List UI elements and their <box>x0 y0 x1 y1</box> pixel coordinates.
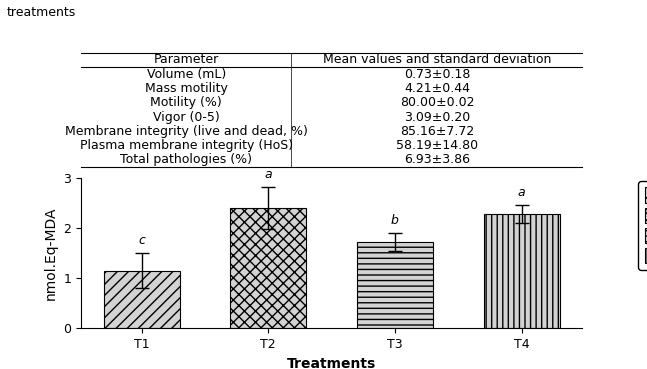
Text: 3.09±0.20: 3.09±0.20 <box>404 111 470 124</box>
Bar <box>104 271 180 328</box>
Text: Mass motility: Mass motility <box>145 82 228 95</box>
Text: Motility (%): Motility (%) <box>150 96 222 109</box>
Text: a: a <box>518 186 525 199</box>
X-axis label: Treatments: Treatments <box>287 357 376 369</box>
Text: Mean values and standard deviation: Mean values and standard deviation <box>323 54 551 66</box>
Text: Membrane integrity (live and dead, %): Membrane integrity (live and dead, %) <box>65 125 307 138</box>
Text: 80.00±0.02: 80.00±0.02 <box>400 96 474 109</box>
Text: a: a <box>265 168 272 181</box>
Text: 4.21±0.44: 4.21±0.44 <box>404 82 470 95</box>
Text: Plasma membrane integrity (HoS): Plasma membrane integrity (HoS) <box>80 139 292 152</box>
Bar <box>357 242 433 328</box>
Text: Parameter: Parameter <box>153 54 219 66</box>
Text: 6.93±3.86: 6.93±3.86 <box>404 153 470 166</box>
Text: 85.16±7.72: 85.16±7.72 <box>400 125 474 138</box>
Bar <box>483 214 560 328</box>
Text: b: b <box>391 214 399 227</box>
Text: treatments: treatments <box>6 6 76 18</box>
Text: 0.73±0.18: 0.73±0.18 <box>404 68 470 81</box>
Text: 58.19±14.80: 58.19±14.80 <box>396 139 478 152</box>
Legend: T1, T2, T3, T4: T1, T2, T3, T4 <box>639 181 647 270</box>
Text: c: c <box>138 234 145 247</box>
Text: Volume (mL): Volume (mL) <box>147 68 226 81</box>
Text: Vigor (0-5): Vigor (0-5) <box>153 111 219 124</box>
Y-axis label: nmol.Eq-MDA: nmol.Eq-MDA <box>43 206 58 300</box>
Bar <box>230 208 306 328</box>
Text: Total pathologies (%): Total pathologies (%) <box>120 153 252 166</box>
